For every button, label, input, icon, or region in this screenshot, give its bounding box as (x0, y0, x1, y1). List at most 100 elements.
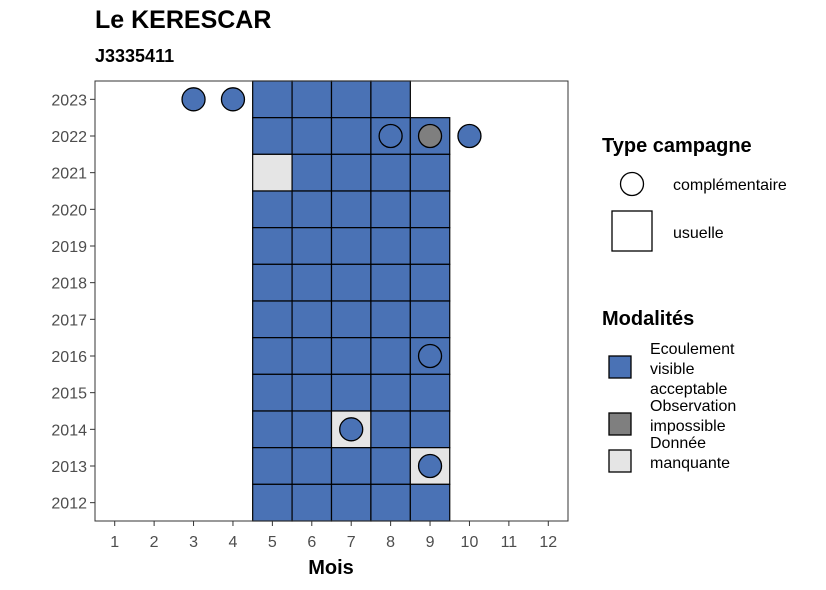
legend-circle-key (619, 171, 645, 197)
x-axis: 1 2 3 4 5 6 7 8 9 10 11 12 (110, 521, 557, 551)
cell-2022-7 (330, 117, 372, 155)
legend-modalite-key (608, 355, 632, 379)
cell-2021-5 (252, 153, 293, 192)
cell-2017-6 (291, 300, 333, 339)
x-tick-label: 5 (268, 534, 277, 551)
points-layer (181, 87, 482, 479)
y-tick-label: 2013 (51, 459, 87, 476)
cell-2012-7 (330, 483, 372, 522)
point-2023-4 (220, 87, 246, 112)
legend-modalites: Modalités Ecoulement visible acceptableObse… (602, 308, 736, 473)
legend-modalites-title: Modalités (602, 308, 694, 330)
cell-2019-5 (252, 227, 293, 265)
legend-square-key (611, 210, 653, 252)
y-tick-label: 2018 (51, 276, 87, 293)
legend-modalite-key (608, 412, 632, 436)
plot-border (94, 80, 569, 522)
y-tick-label: 2020 (51, 202, 87, 219)
cell-2015-8 (370, 373, 411, 412)
y-tick-label: 2014 (51, 422, 87, 439)
point-2016-9 (417, 343, 443, 369)
x-tick-label: 12 (539, 534, 557, 551)
cell-2017-7 (330, 300, 372, 339)
cell-2015-5 (252, 373, 293, 412)
x-tick-label: 9 (426, 534, 435, 551)
cell-2013-7 (330, 447, 372, 485)
legend-modalite-label: visible (650, 361, 695, 378)
y-tick-label: 2019 (51, 239, 87, 256)
x-tick-label: 10 (461, 534, 479, 551)
cell-2013-5 (252, 447, 293, 485)
cell-2014-6 (291, 410, 333, 449)
cell-2023-6 (291, 80, 333, 119)
cell-2012-9 (409, 483, 451, 522)
chart-title: Le KERESCAR (95, 6, 272, 34)
cell-2015-9 (409, 373, 451, 412)
cell-2012-6 (291, 483, 333, 522)
x-tick-label: 3 (189, 534, 198, 551)
cell-2021-6 (291, 153, 333, 192)
cell-2020-7 (330, 190, 372, 229)
cell-2018-7 (330, 263, 372, 302)
y-tick-label: 2015 (51, 386, 87, 403)
cell-2021-8 (370, 153, 411, 192)
cell-2023-7 (330, 80, 372, 119)
cell-2020-5 (252, 190, 293, 229)
cell-2020-9 (409, 190, 451, 229)
cell-2019-8 (370, 227, 411, 265)
x-tick-label: 7 (347, 534, 356, 551)
cell-2022-6 (291, 117, 333, 155)
y-tick-label: 2023 (51, 92, 87, 109)
legend-modalite-label: Observation (650, 398, 736, 415)
cell-2016-6 (291, 337, 333, 375)
cell-2021-9 (409, 153, 451, 192)
legend-modalite-label: impossible (650, 418, 726, 435)
cell-2018-6 (291, 263, 333, 302)
cell-2020-8 (370, 190, 411, 229)
cell-2023-5 (252, 80, 293, 119)
cell-2014-8 (370, 410, 411, 449)
x-tick-label: 8 (386, 534, 395, 551)
cell-2022-5 (252, 117, 293, 155)
cell-2012-5 (252, 483, 293, 522)
point-2023-3 (181, 87, 206, 112)
cell-2016-7 (330, 337, 372, 375)
cell-2016-8 (370, 337, 411, 375)
cell-2016-5 (252, 337, 293, 375)
legend-modalite-label: manquante (650, 455, 730, 472)
x-axis-title: Mois (308, 557, 354, 579)
point-2022-9 (417, 123, 443, 149)
x-tick-label: 1 (110, 534, 119, 551)
point-2014-7 (339, 417, 364, 442)
legend-type-title: Type campagne (602, 135, 752, 157)
legend-type-campagne: Type campagne complémentaire usuelle (602, 135, 787, 252)
cells-layer (252, 80, 451, 522)
cell-2019-9 (409, 227, 451, 265)
cell-2013-6 (291, 447, 333, 485)
cell-2014-5 (252, 410, 293, 449)
y-tick-label: 2012 (51, 496, 87, 513)
legend-modalite-label: Ecoulement (650, 341, 735, 358)
legend-modalite-label: Donnée (650, 435, 706, 452)
x-tick-label: 2 (150, 534, 159, 551)
cell-2018-9 (409, 263, 451, 302)
legend-complementaire-label: complémentaire (673, 177, 787, 194)
x-tick-label: 11 (501, 534, 518, 551)
legend-modalite-label: acceptable (650, 381, 727, 398)
legend-usuelle-label: usuelle (673, 225, 724, 242)
y-axis: 2012 2013 2014 2015 2016 2017 2018 2019 2020 2021… (51, 92, 95, 513)
cell-2020-6 (291, 190, 333, 229)
cell-2012-8 (370, 483, 411, 522)
cell-2019-7 (330, 227, 372, 265)
cell-2014-9 (409, 410, 451, 449)
point-2022-8 (378, 123, 403, 149)
cell-2018-8 (370, 263, 411, 302)
cell-2017-5 (252, 300, 293, 339)
legend-modalite-key (608, 449, 632, 473)
cell-2018-5 (252, 263, 293, 302)
y-tick-label: 2016 (51, 349, 87, 366)
cell-2017-8 (370, 300, 411, 339)
cell-2021-7 (330, 153, 372, 192)
cell-2015-6 (291, 373, 333, 412)
